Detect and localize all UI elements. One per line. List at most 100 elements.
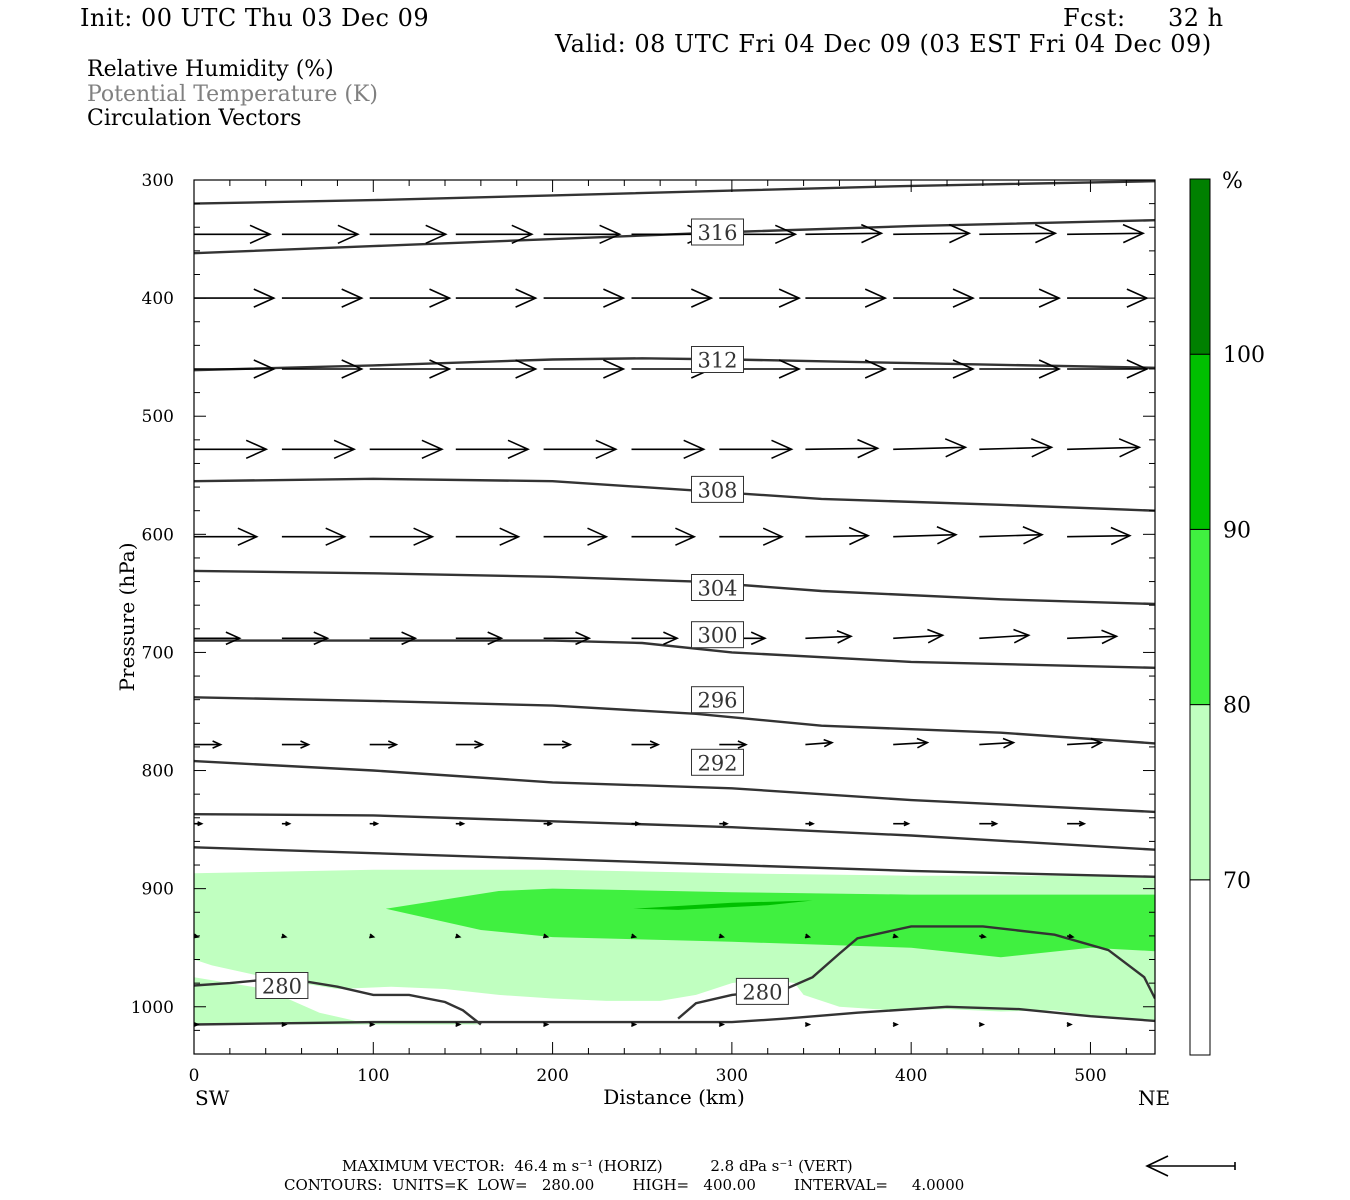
theta-label-296: 296 <box>692 687 744 713</box>
circulation-vector <box>544 822 552 826</box>
svg-text:312: 312 <box>697 349 737 373</box>
colorbar-label: 90 <box>1223 518 1251 543</box>
x-tick-label: 100 <box>357 1066 389 1086</box>
circulation-vector <box>805 631 851 643</box>
circulation-vector <box>456 289 536 307</box>
circulation-vector <box>805 528 868 545</box>
circulation-vector <box>893 527 956 544</box>
circulation-vector <box>370 632 416 644</box>
circulation-vector <box>632 440 704 458</box>
circulation-vector <box>1067 225 1143 243</box>
theta-contour-288 <box>194 814 1155 850</box>
circulation-vector <box>979 360 1059 378</box>
circulation-vector <box>979 1023 983 1027</box>
circulation-vector <box>805 440 877 458</box>
circulation-vector <box>893 822 908 826</box>
circulation-vector <box>544 741 571 748</box>
colorbar-segment <box>1190 880 1210 1055</box>
theta-contour-292 <box>194 761 1155 812</box>
circulation-vector <box>719 822 727 826</box>
svg-text:292: 292 <box>697 751 737 775</box>
theta-label-280: 280 <box>736 978 788 1004</box>
x-tick-label: 300 <box>716 1066 748 1086</box>
circulation-vector <box>893 1023 897 1027</box>
circulation-vector <box>1067 630 1116 643</box>
circulation-vector <box>979 289 1059 307</box>
circulation-vector <box>544 360 624 378</box>
circulation-vector <box>805 289 885 307</box>
colorbar-label: 80 <box>1223 694 1251 719</box>
colorbar-segment <box>1190 354 1210 529</box>
svg-text:296: 296 <box>697 689 737 713</box>
x-right-end-label: NE <box>1138 1086 1170 1110</box>
circulation-vector <box>979 527 1042 544</box>
y-tick-label: 1000 <box>131 998 174 1018</box>
circulation-vector <box>370 225 446 243</box>
circulation-vector <box>805 740 832 747</box>
circulation-vector <box>370 289 450 307</box>
circulation-vector <box>282 632 328 644</box>
circulation-vector <box>1067 739 1101 748</box>
colorbar-segment <box>1190 529 1210 704</box>
svg-text:316: 316 <box>697 221 737 245</box>
circulation-vector <box>282 440 354 458</box>
theta-label-304: 304 <box>692 575 744 601</box>
theta-contour-304 <box>194 571 1155 604</box>
circulation-vector <box>805 822 813 826</box>
y-tick-label: 800 <box>142 762 174 782</box>
theta-contour-300 <box>194 641 1155 668</box>
circulation-vector <box>456 528 519 545</box>
y-tick-label: 500 <box>142 407 174 427</box>
circulation-vector <box>979 821 996 826</box>
circulation-vector <box>1067 289 1147 307</box>
theta-label-312: 312 <box>692 347 744 373</box>
circulation-vector <box>282 289 362 307</box>
x-tick-label: 0 <box>189 1066 200 1086</box>
theta-label-316: 316 <box>692 219 744 245</box>
max-vector-note: MAXIMUM VECTOR: 46.4 m s⁻¹ (HORIZ) 2.8 d… <box>342 1157 853 1175</box>
circulation-vector <box>719 741 746 748</box>
circulation-vector <box>282 225 358 243</box>
svg-text:304: 304 <box>697 577 737 601</box>
svg-text:300: 300 <box>697 624 737 648</box>
circulation-vector <box>194 528 257 545</box>
circulation-vector <box>1067 360 1147 378</box>
circulation-vector <box>893 739 927 748</box>
circulation-vector <box>893 439 965 457</box>
circulation-vector <box>194 822 202 826</box>
theta-contour-320 <box>194 181 1155 203</box>
circulation-vector <box>805 1023 809 1027</box>
svg-text:280: 280 <box>742 980 782 1004</box>
circulation-vector <box>632 528 695 545</box>
circulation-vector <box>979 439 1051 457</box>
theta-label-292: 292 <box>692 749 744 775</box>
circulation-vector <box>194 632 240 644</box>
circulation-vector <box>370 528 433 545</box>
circulation-vector <box>194 225 270 243</box>
circulation-vector <box>544 289 624 307</box>
reference-arrow <box>1147 1156 1235 1176</box>
circulation-vector <box>1067 821 1084 826</box>
y-tick-label: 600 <box>142 525 174 545</box>
theta-label-280: 280 <box>256 973 308 999</box>
circulation-vector <box>194 360 274 378</box>
circulation-vector <box>456 741 483 748</box>
x-left-end-label: SW <box>195 1086 230 1110</box>
circulation-vector <box>719 440 791 458</box>
theta-label-300: 300 <box>692 622 744 648</box>
y-axis-title: Pressure (hPa) <box>115 543 139 692</box>
circulation-vector <box>1067 1023 1071 1027</box>
circulation-vector <box>544 528 607 545</box>
colorbar-segment <box>1190 705 1210 880</box>
circulation-vector <box>544 440 616 458</box>
colorbar-label: 100 <box>1223 343 1265 368</box>
circulation-vector <box>456 632 502 644</box>
svg-text:308: 308 <box>697 478 737 502</box>
circulation-vector <box>893 630 942 643</box>
y-tick-label: 400 <box>142 289 174 309</box>
theta-label-308: 308 <box>692 476 744 502</box>
cross-section-chart: 280 280 292 296 300 304 308 312 316 300 400 500 600… <box>0 0 1350 1200</box>
x-tick-label: 200 <box>536 1066 568 1086</box>
circulation-vector <box>282 741 309 748</box>
circulation-vector <box>456 822 464 826</box>
